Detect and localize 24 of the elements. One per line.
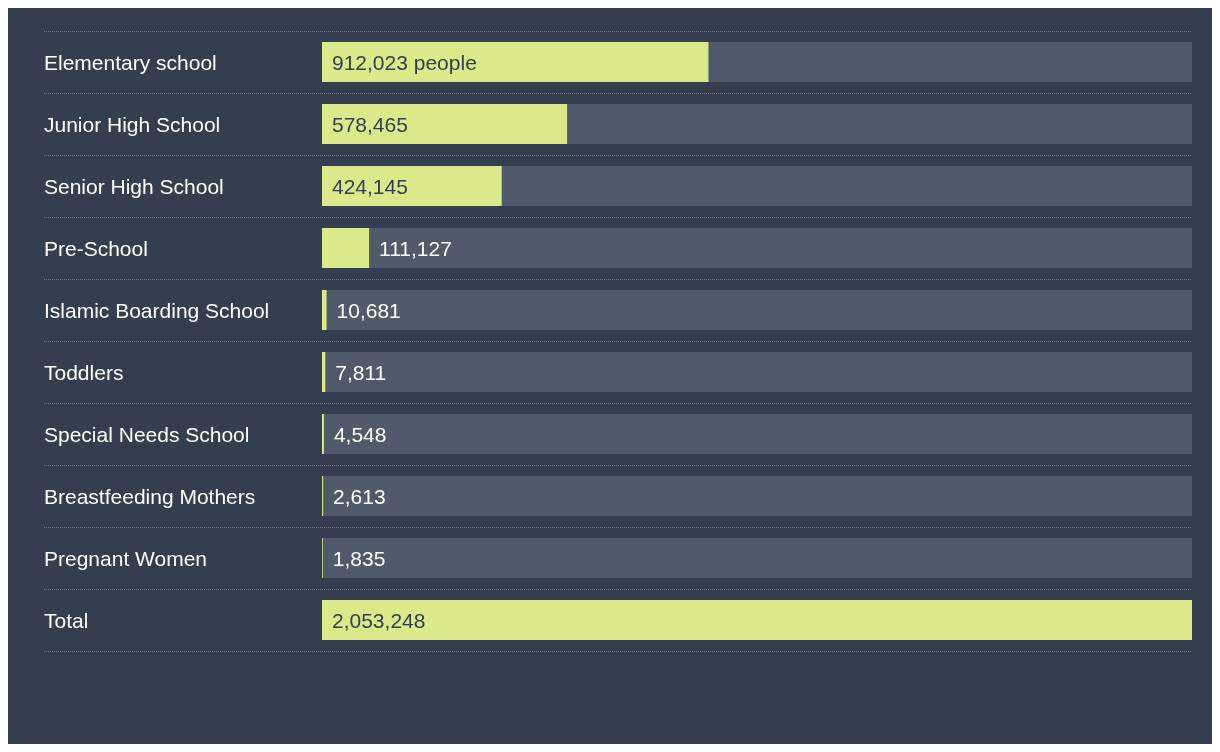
data-label: 7,811 bbox=[335, 360, 387, 384]
y-tick-label: Total bbox=[44, 608, 89, 632]
y-tick-label: Pregnant Women bbox=[44, 546, 208, 570]
y-tick-label: Pre-School bbox=[44, 236, 148, 260]
data-label: 424,145 bbox=[332, 174, 408, 198]
bar bbox=[322, 290, 327, 330]
data-label: 578,465 bbox=[332, 112, 408, 136]
y-tick-label: Islamic Boarding School bbox=[44, 298, 270, 322]
data-label: 912,023 people bbox=[332, 50, 477, 74]
y-tick-label: Toddlers bbox=[44, 360, 124, 384]
y-tick-label: Junior High School bbox=[44, 112, 221, 136]
y-tick-label: Special Needs School bbox=[44, 422, 250, 446]
data-label: 1,835 bbox=[332, 546, 386, 570]
y-tick-label: Elementary school bbox=[44, 50, 217, 74]
bar bbox=[322, 352, 326, 392]
data-label: 4,548 bbox=[333, 422, 387, 446]
data-label: 2,613 bbox=[333, 484, 386, 508]
bar bbox=[322, 166, 502, 206]
y-tick-label: Breastfeeding Mothers bbox=[44, 484, 256, 508]
data-label: 2,053,248 bbox=[332, 608, 426, 632]
bar bbox=[322, 228, 370, 268]
data-label: 10,681 bbox=[336, 298, 401, 322]
y-tick-label: Senior High School bbox=[44, 174, 224, 198]
data-label: 111,127 bbox=[379, 236, 452, 260]
